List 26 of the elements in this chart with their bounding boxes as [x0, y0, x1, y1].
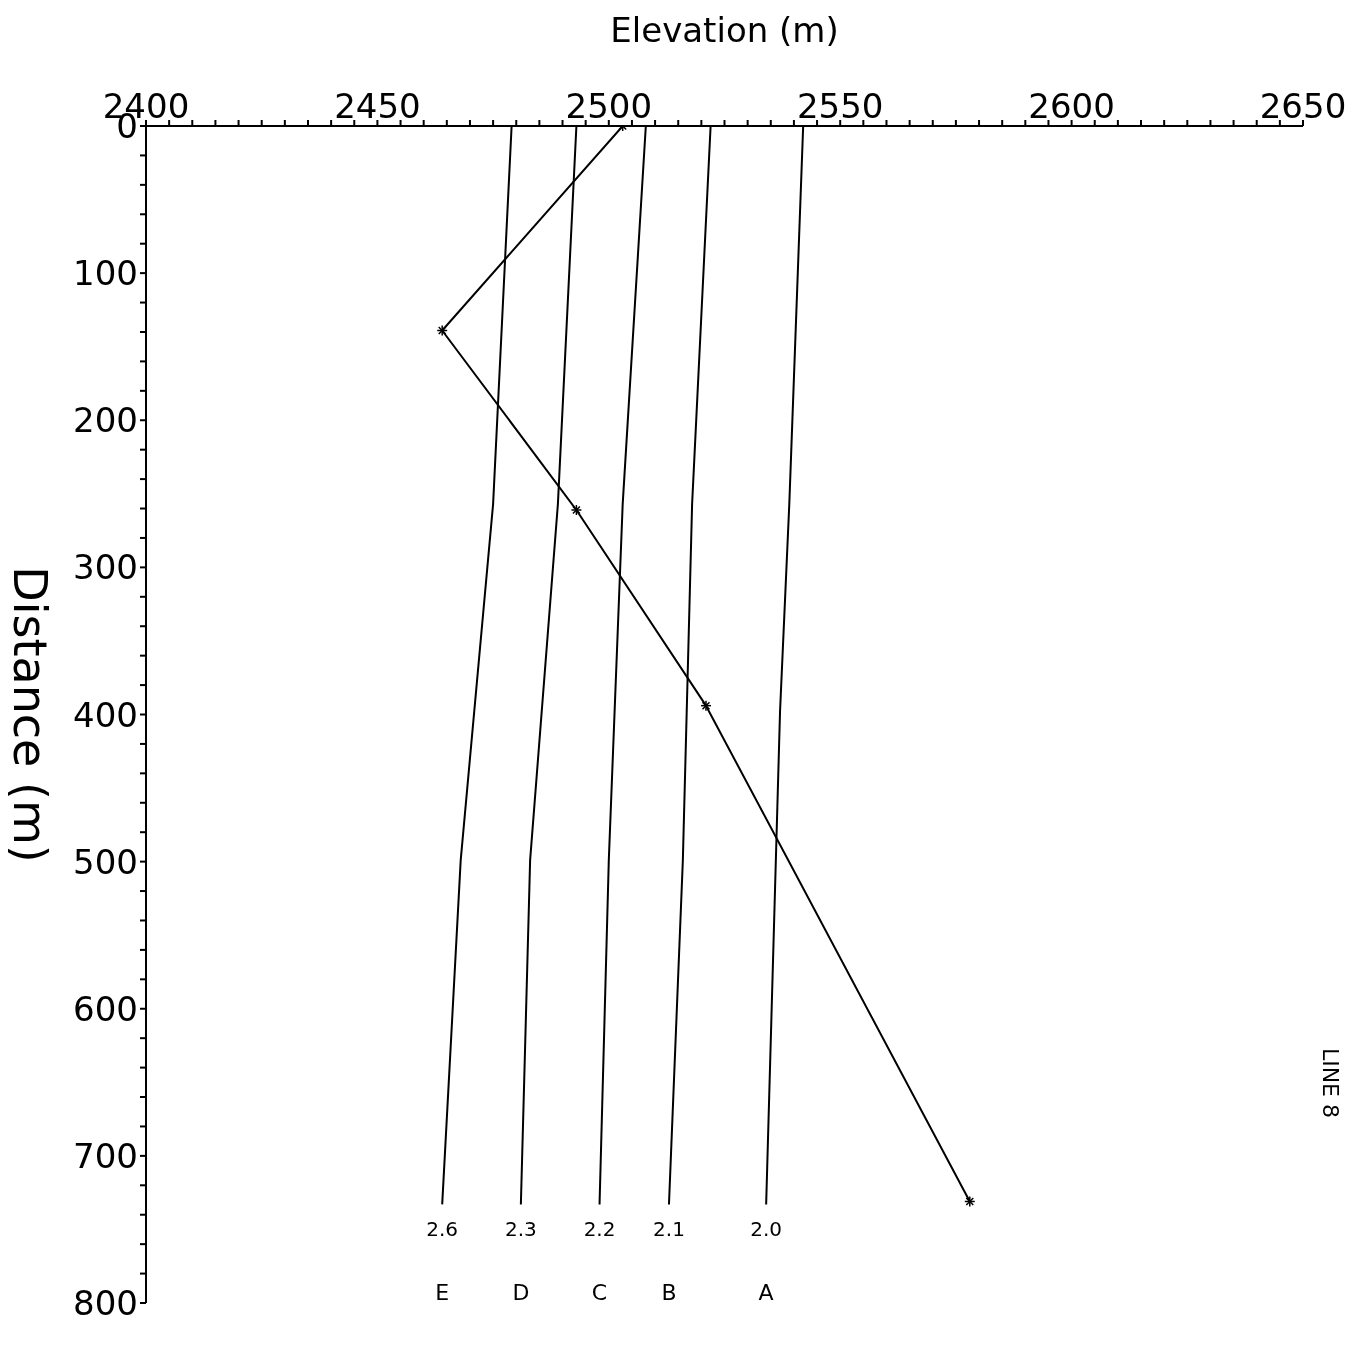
annotation: 2.6	[426, 1217, 459, 1242]
y-tick-label: 400	[73, 694, 138, 735]
y-tick-label: 700	[73, 1135, 138, 1176]
x-tick-label: 2500	[565, 86, 653, 126]
x-axis-title: Elevation (m)	[610, 10, 839, 51]
x-tick-label: 2450	[334, 86, 421, 126]
y-tick-label: 800	[73, 1283, 138, 1324]
text: D	[512, 1279, 530, 1305]
y-tick-label: 100	[73, 253, 138, 294]
x-tick-label: 2650	[1259, 86, 1347, 126]
text: LINE 8	[1318, 1047, 1343, 1118]
text: A	[758, 1279, 774, 1305]
x-tick-label: 2550	[796, 86, 884, 126]
annotation: 2.2	[583, 1217, 616, 1242]
text: B	[661, 1279, 677, 1305]
y-tick-label: 200	[73, 400, 138, 441]
annotation: 2.0	[750, 1217, 783, 1242]
text: C	[591, 1279, 608, 1305]
y-tick-label: 600	[73, 988, 138, 1029]
y-axis-title: Distance (m)	[3, 566, 57, 863]
x-tick-label: 2600	[1028, 86, 1115, 126]
text: E	[435, 1279, 450, 1305]
y-tick-label: 500	[73, 841, 138, 882]
annotation: 2.3	[504, 1217, 537, 1242]
y-tick-label: 300	[73, 547, 138, 588]
annotation: 2.1	[653, 1217, 685, 1242]
